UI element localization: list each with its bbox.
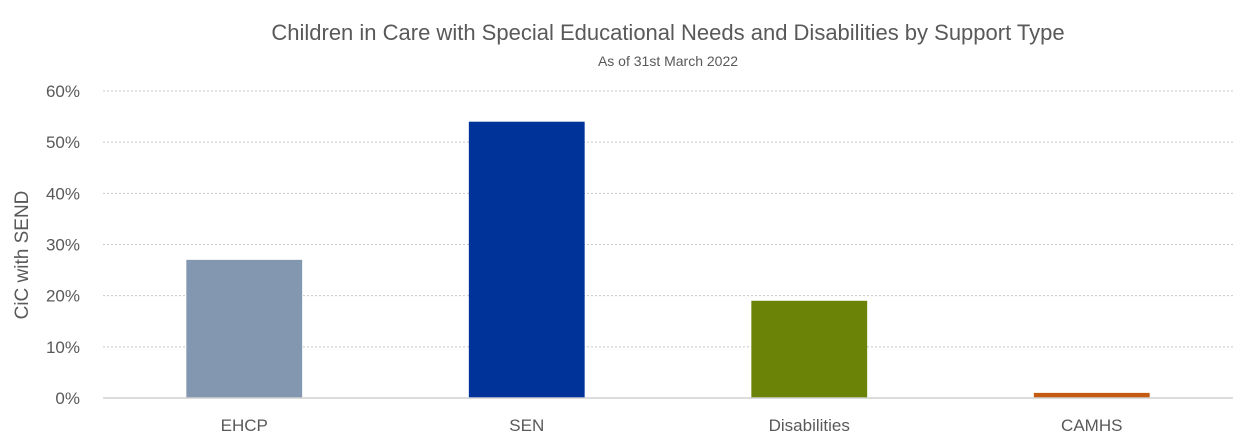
y-tick-label: 10% bbox=[46, 338, 80, 357]
y-axis-label: CiC with SEND bbox=[12, 191, 33, 320]
x-tick-labels: EHCP SEN Disabilities CAMHS bbox=[221, 416, 1123, 435]
chart-subtitle: As of 31st March 2022 bbox=[598, 53, 738, 69]
y-tick-label: 20% bbox=[46, 287, 80, 306]
chart-title: Children in Care with Special Educationa… bbox=[271, 20, 1064, 45]
y-tick-label: 60% bbox=[46, 82, 80, 101]
y-tick-labels: 0% 10% 20% 30% 40% 50% 60% bbox=[46, 82, 80, 408]
x-tick-label: SEN bbox=[509, 416, 544, 435]
x-tick-label: CAMHS bbox=[1061, 416, 1122, 435]
y-tick-label: 40% bbox=[46, 184, 80, 203]
bars bbox=[186, 121, 1150, 398]
y-tick-label: 30% bbox=[46, 236, 80, 255]
y-tick-label: 50% bbox=[46, 133, 80, 152]
bar-disabilities bbox=[751, 300, 868, 398]
y-tick-label: 0% bbox=[55, 389, 80, 408]
x-tick-label: Disabilities bbox=[769, 416, 850, 435]
x-tick-label: EHCP bbox=[221, 416, 268, 435]
bar-camhs bbox=[1033, 392, 1150, 398]
bar-ehcp bbox=[186, 259, 303, 398]
bar-sen bbox=[468, 121, 585, 398]
